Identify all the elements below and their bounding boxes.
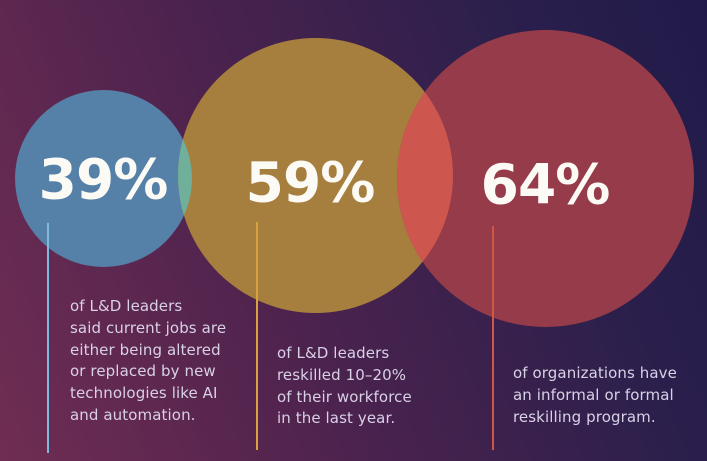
description-59: of L&D leaders reskilled 10–20% of their… [277,344,412,428]
bubble-39-percent [15,90,192,267]
value-label-39: 39% [38,147,169,212]
description-64: of organizations have an informal or for… [513,364,677,426]
value-label-59: 59% [245,150,376,215]
connector-line-59 [256,222,258,450]
value-label-64: 64% [480,152,611,217]
connector-line-39 [47,223,49,453]
connector-line-64 [492,226,494,450]
description-39: of L&D leaders said current jobs are eit… [70,297,227,424]
